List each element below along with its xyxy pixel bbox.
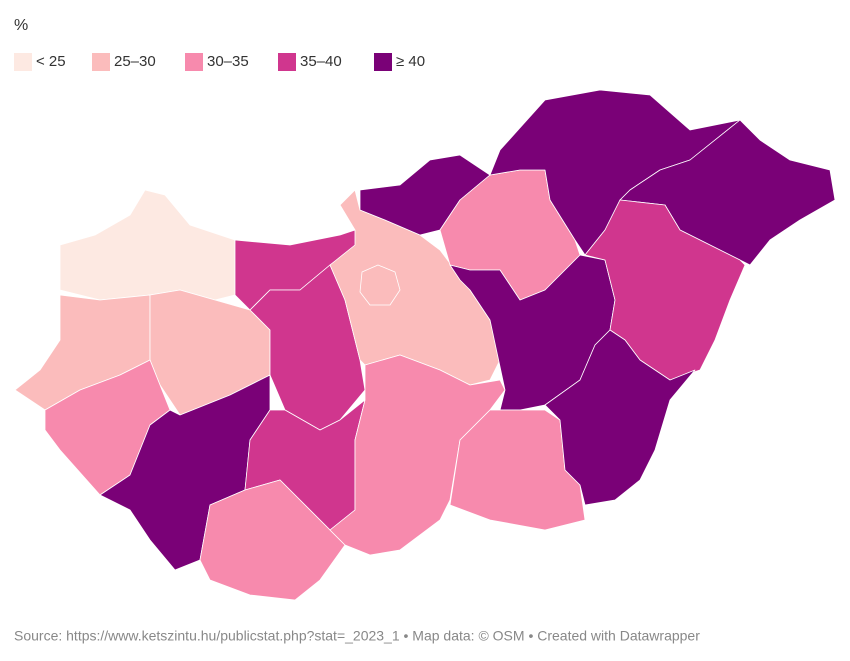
legend-label: 30–35 — [207, 53, 249, 70]
county — [59, 189, 236, 301]
legend-swatch — [374, 53, 392, 71]
footer: Source: https://www.ketszintu.hu/publics… — [14, 628, 700, 644]
legend-title: % — [14, 17, 28, 34]
legend-swatch — [14, 53, 32, 71]
legend-swatch — [185, 53, 203, 71]
legend-label: 35–40 — [300, 53, 342, 70]
county — [584, 199, 746, 381]
county — [329, 354, 506, 556]
county — [544, 329, 696, 506]
legend-label: 25–30 — [114, 53, 156, 70]
legend-label: < 25 — [36, 53, 66, 70]
map — [14, 89, 836, 601]
county — [199, 479, 346, 601]
legend-label: ≥ 40 — [396, 53, 425, 70]
legend-swatch — [92, 53, 110, 71]
county — [359, 264, 401, 306]
county — [449, 409, 586, 531]
legend: < 25 25–30 30–35 35–40 ≥ 40 — [14, 53, 425, 71]
legend-swatch — [278, 53, 296, 71]
